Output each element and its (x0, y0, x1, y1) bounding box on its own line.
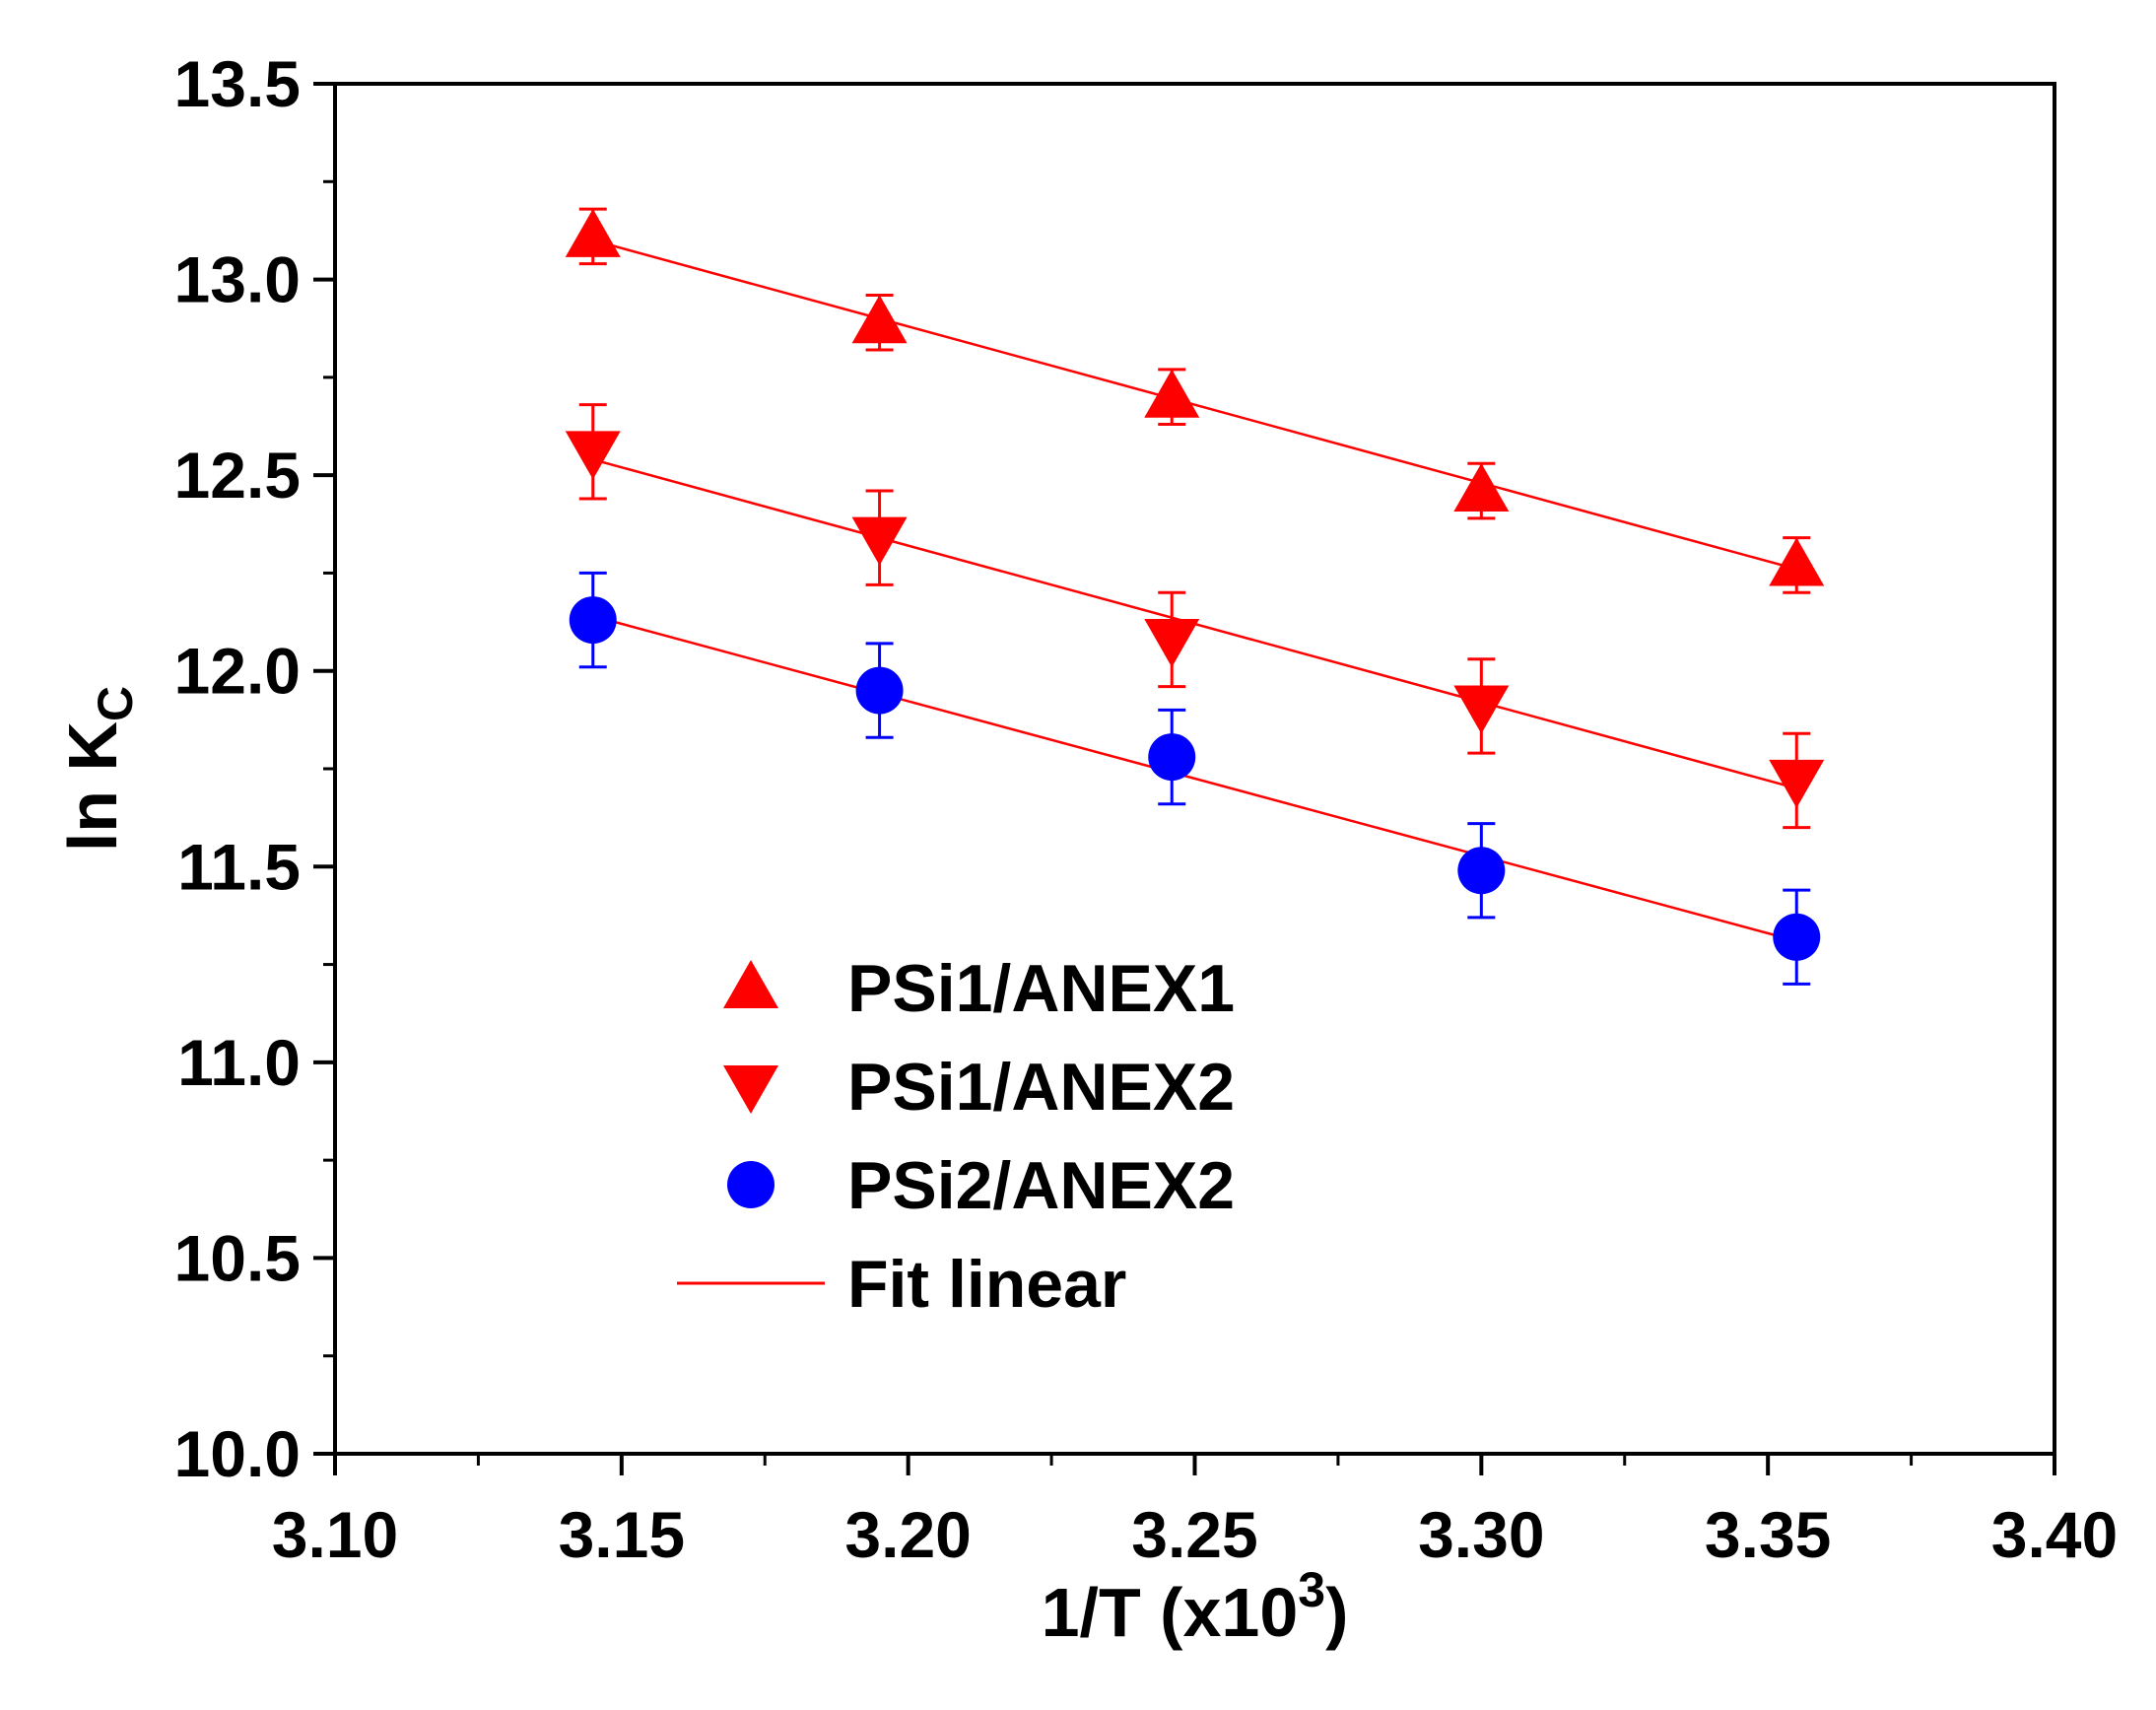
y-axis-title-main: ln K (54, 721, 131, 852)
data-point (565, 208, 621, 257)
legend-symbol (723, 1065, 778, 1114)
x-axis-title-main: 1/T (x10 (1042, 1574, 1299, 1651)
x-tick-label: 3.40 (1991, 1498, 2118, 1571)
x-axis-title-sup: 3 (1298, 1562, 1325, 1617)
x-tick-label: 3.10 (272, 1498, 398, 1571)
data-point (1144, 618, 1200, 667)
data-point (1457, 847, 1506, 895)
legend-label: Fit linear (847, 1247, 1126, 1322)
legend-label: PSi1/ANEX2 (847, 1050, 1235, 1125)
y-tick-label: 13.0 (174, 243, 301, 316)
legend-label: PSi1/ANEX1 (847, 951, 1235, 1026)
y-tick-label: 11.0 (177, 1026, 301, 1099)
legend-item: PSi1/ANEX1 (723, 951, 1235, 1026)
legend-item: Fit linear (677, 1247, 1126, 1322)
legend-item: PSi1/ANEX2 (723, 1050, 1235, 1125)
legend-symbol (723, 960, 778, 1008)
x-tick-labels: 3.10 3.15 3.20 3.25 3.30 3.35 3.40 (272, 1498, 2118, 1571)
y-axis-title: ln KC (54, 686, 143, 852)
data-point (565, 431, 621, 480)
x-tick-label: 3.15 (559, 1498, 685, 1571)
x-axis-title: 1/T (x103) (1042, 1562, 1349, 1651)
fit-line (592, 239, 1797, 571)
data-point (569, 596, 617, 645)
y-tick-label: 10.0 (174, 1417, 301, 1490)
markers (565, 208, 1825, 961)
fit-lines (592, 239, 1797, 942)
fit-line (592, 614, 1797, 942)
x-tick-label: 3.30 (1418, 1498, 1544, 1571)
plot-frame (333, 82, 2056, 1456)
data-point (1769, 537, 1825, 586)
y-axis-title-sub: C (88, 686, 143, 721)
y-tick-labels: 10.0 10.5 11.0 11.5 12.0 12.5 13.0 13.5 (174, 47, 301, 1490)
data-point (1148, 733, 1196, 782)
error-bars (578, 207, 1811, 986)
legend-symbol (727, 1161, 775, 1208)
x-tick-label: 3.35 (1705, 1498, 1831, 1571)
data-point (851, 295, 908, 344)
data-point (1453, 463, 1510, 513)
y-tick-label: 12.5 (174, 439, 301, 512)
y-tick-label: 12.0 (174, 635, 301, 708)
data-point (1144, 369, 1200, 418)
legend-item: PSi2/ANEX2 (727, 1148, 1235, 1223)
major-ticks (313, 82, 2056, 1475)
y-tick-label: 10.5 (174, 1221, 301, 1294)
x-tick-label: 3.25 (1131, 1498, 1257, 1571)
x-tick-label: 3.20 (844, 1498, 971, 1571)
y-tick-label: 13.5 (174, 47, 301, 120)
data-point (1453, 685, 1510, 734)
legend: PSi1/ANEX1 PSi1/ANEX2 PSi2/ANEX2 Fit linear (677, 951, 1235, 1322)
data-point (1769, 759, 1825, 808)
data-point (855, 666, 904, 715)
y-tick-label: 11.5 (177, 830, 301, 903)
x-axis-title-close: ) (1325, 1574, 1348, 1651)
data-point (851, 516, 908, 566)
data-point (1773, 913, 1821, 961)
legend-label: PSi2/ANEX2 (847, 1148, 1235, 1223)
